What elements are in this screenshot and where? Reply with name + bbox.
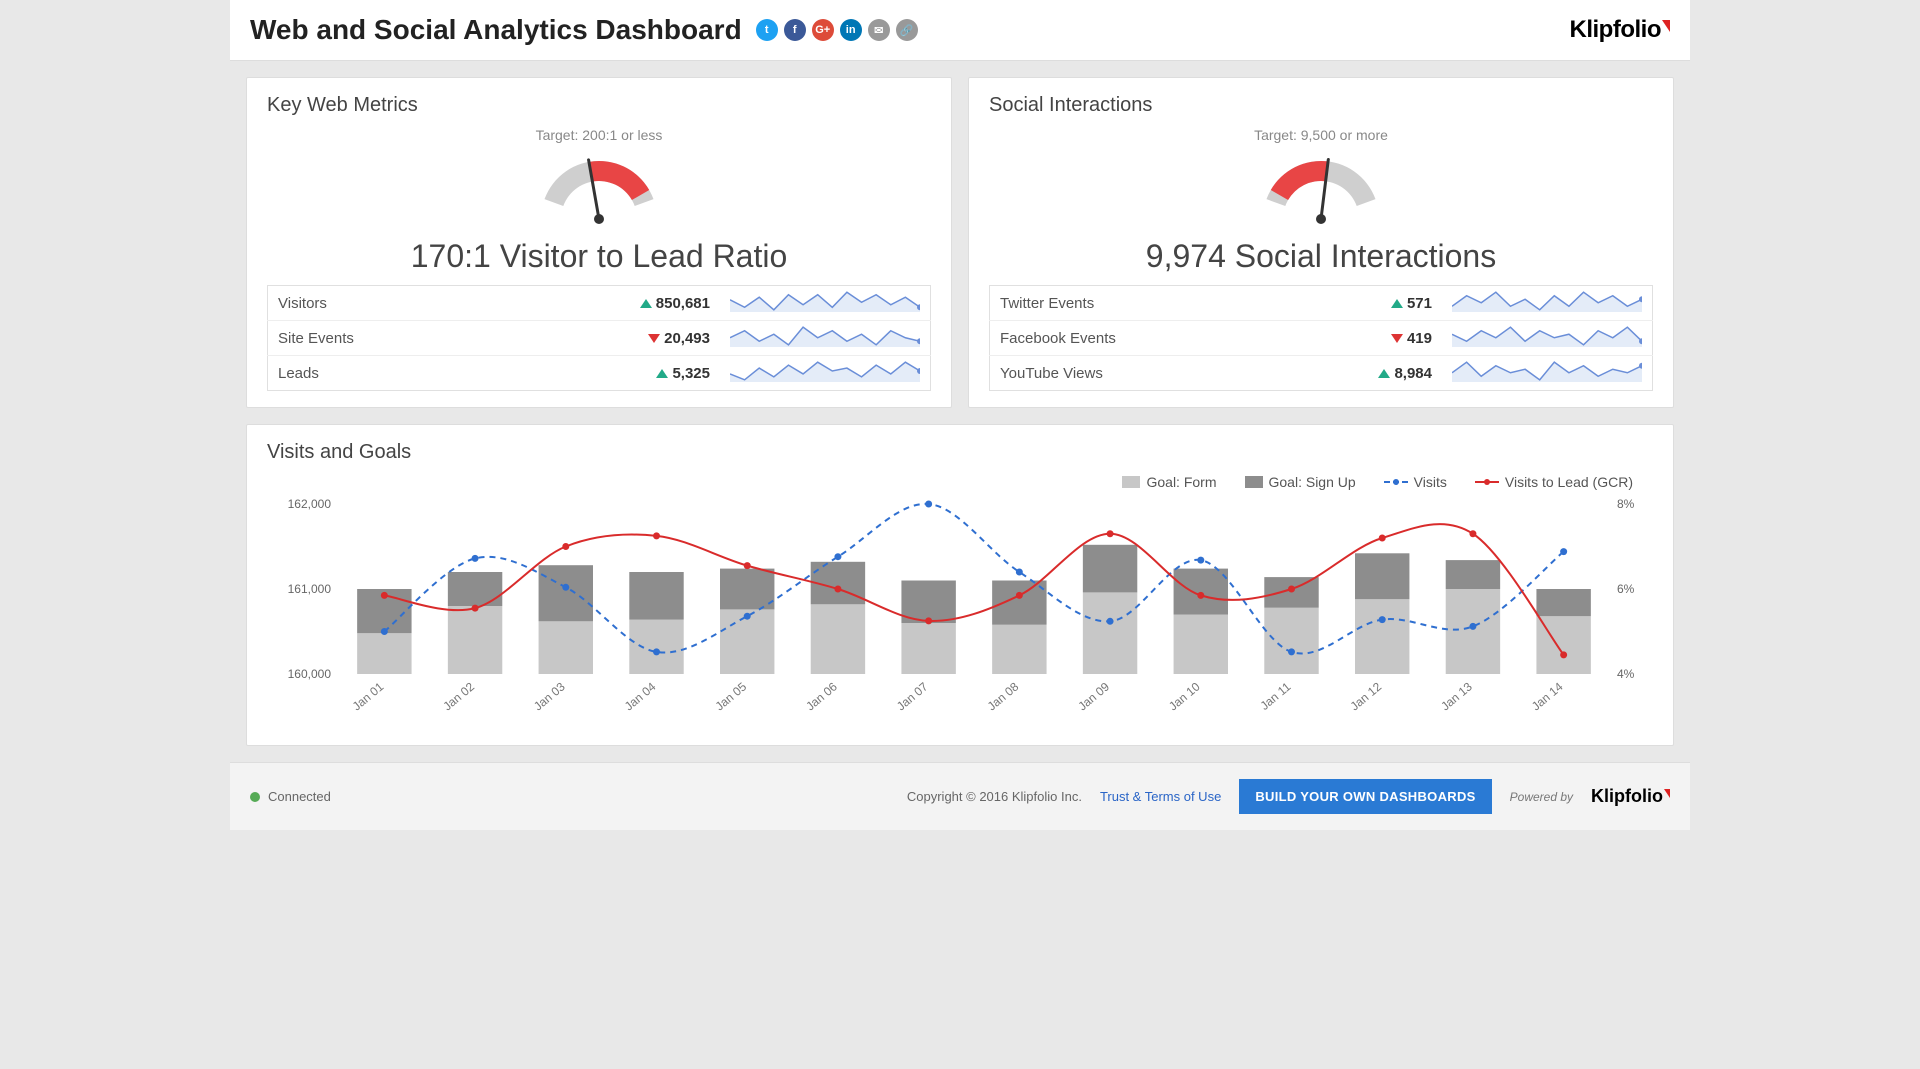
- trend-up-icon: [1378, 369, 1390, 378]
- page-title: Web and Social Analytics Dashboard: [250, 14, 742, 46]
- legend-gcr: Visits to Lead (GCR): [1505, 474, 1633, 490]
- trend-up-icon: [1391, 299, 1403, 308]
- status-text: Connected: [268, 789, 331, 804]
- metric-value: 571: [1407, 295, 1432, 312]
- gauge-metric: 9,974 Social Interactions: [989, 238, 1653, 275]
- legend-form: Goal: Form: [1146, 474, 1216, 490]
- svg-text:160,000: 160,000: [288, 667, 332, 681]
- legend-visits: Visits: [1414, 474, 1447, 490]
- svg-text:8%: 8%: [1617, 497, 1635, 511]
- metric-label: YouTube Views: [990, 356, 1284, 391]
- terms-link[interactable]: Trust & Terms of Use: [1100, 789, 1221, 804]
- social-interactions-panel: Social Interactions Target: 9,500 or mor…: [968, 77, 1674, 408]
- svg-text:Jan 10: Jan 10: [1166, 679, 1203, 713]
- copyright: Copyright © 2016 Klipfolio Inc.: [907, 789, 1082, 804]
- metric-value: 850,681: [656, 295, 710, 312]
- footer: Connected Copyright © 2016 Klipfolio Inc…: [230, 762, 1690, 830]
- key-web-metrics-panel: Key Web Metrics Target: 200:1 or less 17…: [246, 77, 952, 408]
- table-row: Visitors 850,681: [268, 286, 931, 321]
- trend-down-icon: [648, 334, 660, 343]
- brand-logo: Klipfolio: [1570, 16, 1670, 44]
- svg-text:Jan 08: Jan 08: [985, 679, 1022, 713]
- share-icons: tf G+ in ✉ 🔗: [756, 19, 918, 41]
- panel-title: Social Interactions: [989, 94, 1653, 117]
- sparkline: [730, 290, 920, 312]
- metric-label: Leads: [268, 356, 502, 391]
- metric-value: 419: [1407, 330, 1432, 347]
- gauge-web: [519, 147, 679, 227]
- sparkline: [1452, 325, 1642, 347]
- metric-label: Site Events: [268, 321, 502, 356]
- linkedin-icon[interactable]: in: [840, 19, 862, 41]
- sparkline: [1452, 360, 1642, 382]
- svg-text:161,000: 161,000: [288, 582, 332, 596]
- gauge-target: Target: 9,500 or more: [989, 127, 1653, 143]
- status-indicator-icon: [250, 792, 260, 802]
- build-dashboards-button[interactable]: BUILD YOUR OWN DASHBOARDS: [1239, 779, 1491, 814]
- metric-value: 20,493: [664, 330, 710, 347]
- metric-label: Visitors: [268, 286, 502, 321]
- link-icon[interactable]: 🔗: [896, 19, 918, 41]
- svg-text:Jan 02: Jan 02: [440, 679, 477, 713]
- powered-by: Powered by: [1510, 790, 1573, 804]
- visits-goals-chart: 160,000 161,000 162,000 4% 6% 8% Jan 01 Jan 02 J…: [267, 494, 1657, 724]
- email-icon[interactable]: ✉: [868, 19, 890, 41]
- table-row: Twitter Events 571: [990, 286, 1653, 321]
- legend-signup: Goal: Sign Up: [1269, 474, 1356, 490]
- svg-text:4%: 4%: [1617, 667, 1635, 681]
- gauge-target: Target: 200:1 or less: [267, 127, 931, 143]
- svg-text:Jan 05: Jan 05: [713, 679, 750, 713]
- table-row: YouTube Views 8,984: [990, 356, 1653, 391]
- svg-text:Jan 14: Jan 14: [1529, 679, 1566, 713]
- trend-down-icon: [1391, 334, 1403, 343]
- key-web-table: Visitors 850,681 Site Events 20,493 Leads 5,3…: [267, 285, 931, 391]
- facebook-icon[interactable]: f: [784, 19, 806, 41]
- panel-title: Key Web Metrics: [267, 94, 931, 117]
- svg-text:Jan 07: Jan 07: [894, 679, 931, 713]
- metric-label: Twitter Events: [990, 286, 1284, 321]
- svg-text:Jan 12: Jan 12: [1348, 679, 1385, 713]
- metric-value: 8,984: [1394, 365, 1432, 382]
- chart-legend: Goal: Form Goal: Sign Up Visits Visits t…: [267, 474, 1633, 490]
- trend-up-icon: [640, 299, 652, 308]
- svg-text:6%: 6%: [1617, 582, 1635, 596]
- social-table: Twitter Events 571 Facebook Events 419 YouTu…: [989, 285, 1653, 391]
- svg-text:Jan 13: Jan 13: [1438, 679, 1475, 713]
- table-row: Site Events 20,493: [268, 321, 931, 356]
- metric-value: 5,325: [672, 365, 710, 382]
- svg-text:Jan 06: Jan 06: [803, 679, 840, 713]
- svg-text:162,000: 162,000: [288, 497, 332, 511]
- table-row: Leads 5,325: [268, 356, 931, 391]
- gauge-social: [1241, 147, 1401, 227]
- visits-goals-panel: Visits and Goals Goal: Form Goal: Sign U…: [246, 424, 1674, 746]
- svg-text:Jan 01: Jan 01: [350, 679, 387, 713]
- svg-text:Jan 04: Jan 04: [622, 679, 659, 713]
- google-plus-icon[interactable]: G+: [812, 19, 834, 41]
- brand-logo-footer: Klipfolio: [1591, 786, 1670, 807]
- panel-title: Visits and Goals: [267, 441, 1653, 464]
- metric-label: Facebook Events: [990, 321, 1284, 356]
- svg-text:Jan 11: Jan 11: [1258, 679, 1294, 713]
- sparkline: [730, 360, 920, 382]
- trend-up-icon: [656, 369, 668, 378]
- gauge-metric: 170:1 Visitor to Lead Ratio: [267, 238, 931, 275]
- twitter-icon[interactable]: t: [756, 19, 778, 41]
- sparkline: [730, 325, 920, 347]
- svg-text:Jan 09: Jan 09: [1075, 679, 1112, 713]
- sparkline: [1452, 290, 1642, 312]
- svg-text:Jan 03: Jan 03: [531, 679, 568, 713]
- table-row: Facebook Events 419: [990, 321, 1653, 356]
- header: Web and Social Analytics Dashboard tf G+ i…: [230, 0, 1690, 61]
